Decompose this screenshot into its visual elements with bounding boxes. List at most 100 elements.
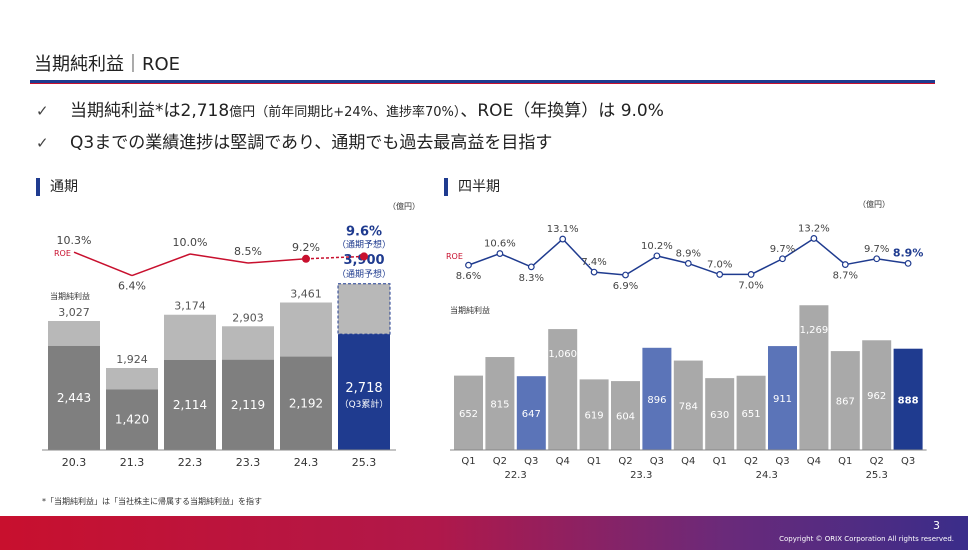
quarter-bar <box>642 347 672 450</box>
quarter-bar <box>705 378 735 450</box>
q3-cumulative-bar <box>338 334 390 450</box>
bullet-2: ✓ Q3までの業績進捗は堅調であり、通期でも過去最高益を目指す <box>36 128 552 153</box>
quarter-bar <box>579 379 609 450</box>
bullet-1: ✓ 当期純利益*は2,718億円（前年同期比+24%、進捗率70%）、ROE（年換… <box>36 96 664 121</box>
quarter-bar <box>830 351 860 450</box>
x-tick-label: 21.3 <box>120 456 145 469</box>
quarter-tick-label: Q3 <box>901 456 915 467</box>
roe-point <box>465 261 472 269</box>
quarter-bar <box>768 346 797 450</box>
roe-segment <box>73 251 133 277</box>
quarter-bar <box>516 376 546 450</box>
quarter-tick-label: Q1 <box>838 456 852 467</box>
roe-point <box>716 271 724 278</box>
quarter-bar <box>611 381 640 450</box>
full-year-label: 3,461 <box>290 287 322 300</box>
roe-point <box>810 235 818 242</box>
quarter-bar <box>673 360 703 450</box>
x-tick-label: 23.3 <box>236 456 261 469</box>
q3-cumulative-label: 1,420 <box>115 413 149 427</box>
quarter-value-label: 962 <box>867 391 886 402</box>
roe-segment <box>656 255 689 265</box>
page-title: 当期純利益｜ROE <box>34 54 181 75</box>
full-year-bar <box>106 368 158 390</box>
quarter-tick-label: Q2 <box>618 456 632 467</box>
roe-axis-label: ROE <box>446 252 463 261</box>
net-income-label: 当期純利益 <box>50 291 90 301</box>
roe-label: 9.2% <box>292 241 320 254</box>
bullet-1-roe: 、ROE（年換算）は 9.0% <box>460 101 664 121</box>
roe-label: 10.6% <box>484 239 516 250</box>
quarterly-section-label: 四半期 <box>444 178 500 196</box>
page-number: 3 <box>933 519 940 532</box>
roe-label: 6.9% <box>613 281 638 292</box>
q3-cumulative-label: 2,443 <box>57 391 91 405</box>
roe-segment <box>499 252 532 268</box>
roe-segment <box>530 238 564 268</box>
quarter-value-label: 1,060 <box>548 349 577 360</box>
full-year-bar <box>222 326 274 360</box>
roe-segment <box>876 258 909 265</box>
quarter-tick-label: Q4 <box>556 456 570 467</box>
quarter-tick-label: Q1 <box>713 456 727 467</box>
full-year-bar <box>48 320 100 346</box>
roe-segment <box>750 258 783 276</box>
roe-segment <box>625 255 658 276</box>
footnote: *「当期純利益」は「当社株主に帰属する当期純利益」を指す <box>42 497 262 506</box>
roe-segment <box>782 237 815 260</box>
roe-point <box>302 254 310 263</box>
annual-section-label: 通期 <box>36 178 78 196</box>
q3-cumulative-label: 2,718 <box>345 381 382 396</box>
x-tick-label: 22.3 <box>178 456 203 469</box>
roe-label: 10.3% <box>57 234 92 247</box>
q3-note: （Q3累計） <box>340 398 389 410</box>
q3-cumulative-bar <box>106 389 158 450</box>
quarter-value-label: 888 <box>898 395 919 406</box>
roe-label: 8.9% <box>676 248 701 259</box>
quarter-tick-label: Q1 <box>587 456 601 467</box>
quarter-tick-label: Q3 <box>775 456 789 467</box>
forecast-note: （通期予想） <box>337 268 391 280</box>
roe-segment <box>562 238 595 273</box>
quarter-tick-label: Q2 <box>744 456 758 467</box>
q3-cumulative-bar <box>48 345 100 450</box>
q3-cumulative-bar <box>280 356 332 450</box>
quarter-tick-label: Q2 <box>870 456 884 467</box>
fiscal-year-label: 23.3 <box>630 470 652 481</box>
quarter-value-label: 604 <box>616 412 635 423</box>
roe-point <box>622 271 629 279</box>
roe-label: 7.4% <box>581 257 606 268</box>
roe-segment <box>468 252 501 266</box>
quarter-bar <box>893 348 923 450</box>
quarter-bar <box>799 305 829 450</box>
quarter-value-label: 651 <box>742 409 761 420</box>
quarter-tick-label: Q4 <box>807 456 821 467</box>
roe-point <box>653 252 661 260</box>
full-year-label: 3,174 <box>174 300 206 313</box>
roe-label: 10.2% <box>641 241 673 252</box>
title-rule-accent <box>30 83 935 84</box>
title-rule <box>30 80 935 83</box>
quarter-bar <box>548 329 578 450</box>
roe-point <box>559 235 567 243</box>
q3-cumulative-label: 2,192 <box>289 396 323 410</box>
roe-segment <box>813 237 846 266</box>
fiscal-year-label: 25.3 <box>866 470 888 481</box>
q3-cumulative-bar <box>222 359 274 450</box>
roe-label: 13.1% <box>547 224 579 235</box>
roe-point <box>779 255 786 263</box>
roe-point <box>527 263 535 271</box>
bullet-1-main: 当期純利益*は2,718 <box>70 101 230 121</box>
quarter-value-label: 815 <box>490 400 509 411</box>
roe-label: 7.0% <box>738 280 763 291</box>
roe-label: 8.3% <box>519 273 544 284</box>
roe-point <box>873 255 881 263</box>
quarter-tick-label: Q2 <box>493 456 507 467</box>
roe-point <box>496 250 504 257</box>
roe-forecast-label: 9.6% <box>346 224 382 239</box>
copyright: Copyright © ORIX Corporation All rights … <box>779 535 954 543</box>
annual-chart: （億円） ROE 当期純利益 3,027 2,443 20.3 1,924 1,420 21.3… <box>42 201 420 469</box>
quarter-tick-label: Q4 <box>681 456 695 467</box>
roe-label: 8.6% <box>456 271 481 282</box>
roe-label: 8.5% <box>234 245 262 258</box>
